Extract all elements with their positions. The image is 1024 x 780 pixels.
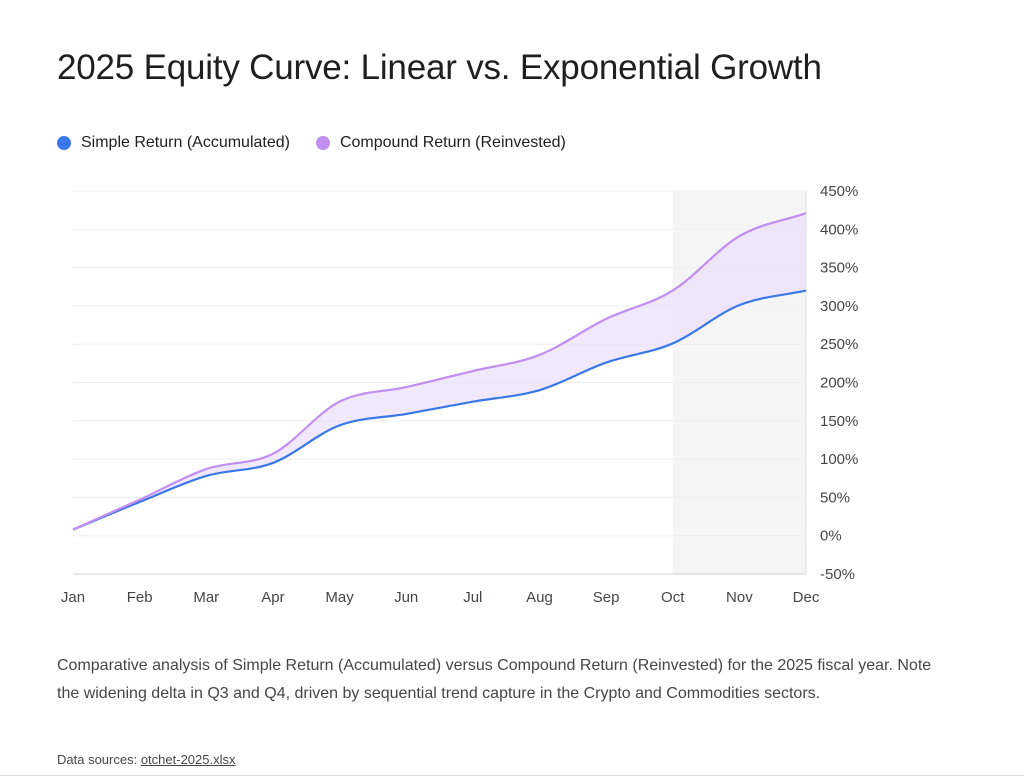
data-point-compound-may bbox=[336, 398, 344, 406]
y-tick-label: 350% bbox=[820, 260, 858, 277]
x-tick-label: Mar bbox=[193, 589, 219, 606]
data-point-compound-nov bbox=[735, 232, 743, 240]
data-sources: Data sources: otchet-2025.xlsx bbox=[57, 752, 236, 767]
legend: Simple Return (Accumulated) Compound Ret… bbox=[57, 134, 566, 152]
legend-dot-simple bbox=[57, 136, 71, 150]
data-point-simple-aug bbox=[535, 386, 543, 394]
line-chart: -50% 0% 50% 100% 150% 200% 250% 300% 350% 400% 450… bbox=[61, 183, 858, 606]
x-tick-label: Oct bbox=[661, 589, 685, 606]
data-point-compound-jan bbox=[69, 526, 77, 534]
data-point-simple-jul bbox=[469, 398, 477, 406]
x-tick-label: Dec bbox=[793, 589, 820, 606]
data-point-simple-sep bbox=[602, 359, 610, 367]
data-point-simple-oct bbox=[669, 339, 677, 347]
y-tick-label: -50% bbox=[820, 566, 855, 583]
x-tick-label: Jun bbox=[394, 589, 418, 606]
y-tick-label: 300% bbox=[820, 298, 858, 315]
legend-label-simple: Simple Return (Accumulated) bbox=[81, 134, 290, 151]
data-point-simple-apr bbox=[269, 459, 277, 467]
data-point-simple-nov bbox=[735, 301, 743, 309]
series-line-compound bbox=[72, 212, 807, 531]
data-point-compound-dec bbox=[802, 209, 810, 217]
series-line-simple bbox=[72, 289, 807, 531]
data-point-compound-aug bbox=[535, 351, 543, 359]
legend-item-compound[interactable]: Compound Return (Reinvested) bbox=[315, 134, 566, 152]
data-point-compound-jun bbox=[402, 383, 410, 391]
legend-dot-compound bbox=[315, 136, 330, 150]
x-tick-label: Sep bbox=[593, 589, 620, 606]
data-point-simple-jun bbox=[402, 410, 410, 418]
x-tick-label: Jul bbox=[463, 589, 482, 606]
x-tick-label: Jan bbox=[61, 589, 85, 606]
chart-title: 2025 Equity Curve: Linear vs. Exponentia… bbox=[57, 48, 822, 87]
data-point-simple-mar bbox=[202, 472, 210, 480]
y-tick-label: 50% bbox=[820, 489, 850, 506]
y-tick-label: 400% bbox=[820, 221, 858, 238]
x-tick-label: Nov bbox=[726, 589, 753, 606]
y-tick-label: 200% bbox=[820, 375, 858, 392]
data-sources-label: Data sources: bbox=[57, 752, 138, 767]
data-point-simple-may bbox=[336, 421, 344, 429]
y-tick-label: 450% bbox=[820, 183, 858, 200]
x-tick-label: Aug bbox=[526, 589, 553, 606]
chart-caption: Comparative analysis of Simple Return (A… bbox=[57, 657, 932, 702]
divider bbox=[0, 775, 1024, 776]
data-point-compound-sep bbox=[602, 315, 610, 323]
data-point-compound-oct bbox=[669, 287, 677, 295]
y-tick-label: 250% bbox=[820, 336, 858, 353]
data-point-simple-dec bbox=[802, 287, 810, 295]
data-point-compound-jul bbox=[469, 367, 477, 375]
y-tick-label: 150% bbox=[820, 413, 858, 430]
legend-item-simple[interactable]: Simple Return (Accumulated) bbox=[57, 134, 290, 152]
y-tick-label: 100% bbox=[820, 451, 858, 468]
x-tick-label: Feb bbox=[127, 589, 153, 606]
x-tick-label: May bbox=[325, 589, 354, 606]
data-point-compound-feb bbox=[136, 496, 144, 504]
data-source-link[interactable]: otchet-2025.xlsx bbox=[140, 752, 236, 767]
x-tick-label: Apr bbox=[261, 589, 284, 606]
data-point-compound-apr bbox=[269, 450, 277, 458]
data-point-compound-mar bbox=[202, 465, 210, 473]
y-tick-label: 0% bbox=[820, 528, 842, 545]
legend-label-compound: Compound Return (Reinvested) bbox=[339, 134, 566, 151]
delta-fill-area bbox=[73, 213, 806, 530]
